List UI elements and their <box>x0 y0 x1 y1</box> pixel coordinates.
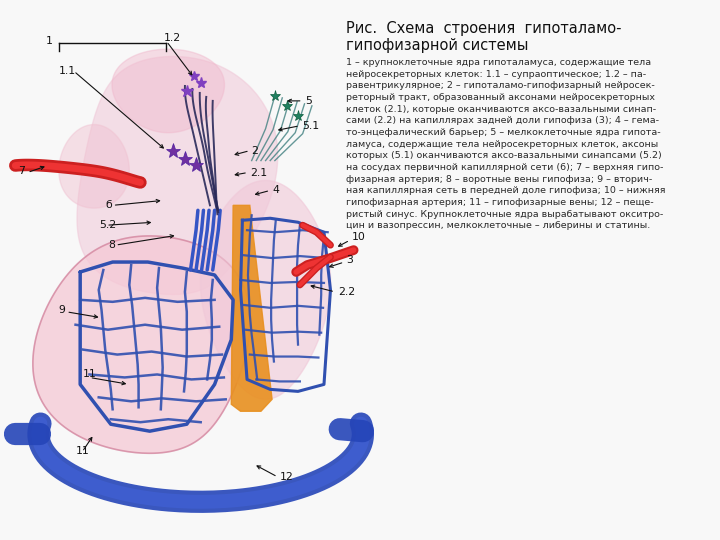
Text: 2.2: 2.2 <box>338 287 355 297</box>
Text: 4: 4 <box>272 185 279 195</box>
Text: 12: 12 <box>279 472 293 482</box>
Polygon shape <box>200 180 330 399</box>
Text: гипофизарной системы: гипофизарной системы <box>346 38 528 53</box>
Text: 2.1: 2.1 <box>250 167 267 178</box>
Polygon shape <box>112 49 225 133</box>
Text: 8: 8 <box>108 240 115 250</box>
Text: 11: 11 <box>76 446 89 456</box>
Text: 1: 1 <box>46 36 53 46</box>
Text: 11: 11 <box>83 369 96 380</box>
Polygon shape <box>77 57 278 294</box>
Text: 7: 7 <box>18 166 25 176</box>
Text: 5.2: 5.2 <box>99 220 116 230</box>
Text: 10: 10 <box>352 232 366 242</box>
Text: 1 – крупноклеточные ядра гипоталамуса, содержащие тела
нейросекреторных клеток: : 1 – крупноклеточные ядра гипоталамуса, с… <box>346 58 666 231</box>
Polygon shape <box>33 236 250 453</box>
Text: 2: 2 <box>252 146 258 156</box>
Text: б: б <box>105 200 112 211</box>
Text: 5.1: 5.1 <box>302 121 320 131</box>
Text: 5: 5 <box>305 96 312 106</box>
Polygon shape <box>59 125 130 208</box>
Text: 1.2: 1.2 <box>163 33 181 43</box>
Polygon shape <box>231 205 272 411</box>
Text: 3: 3 <box>346 255 353 265</box>
Text: 1.1: 1.1 <box>59 66 76 76</box>
Text: 9: 9 <box>59 305 66 315</box>
Text: Рис.  Схема  строения  гипоталамо-: Рис. Схема строения гипоталамо- <box>346 21 622 36</box>
